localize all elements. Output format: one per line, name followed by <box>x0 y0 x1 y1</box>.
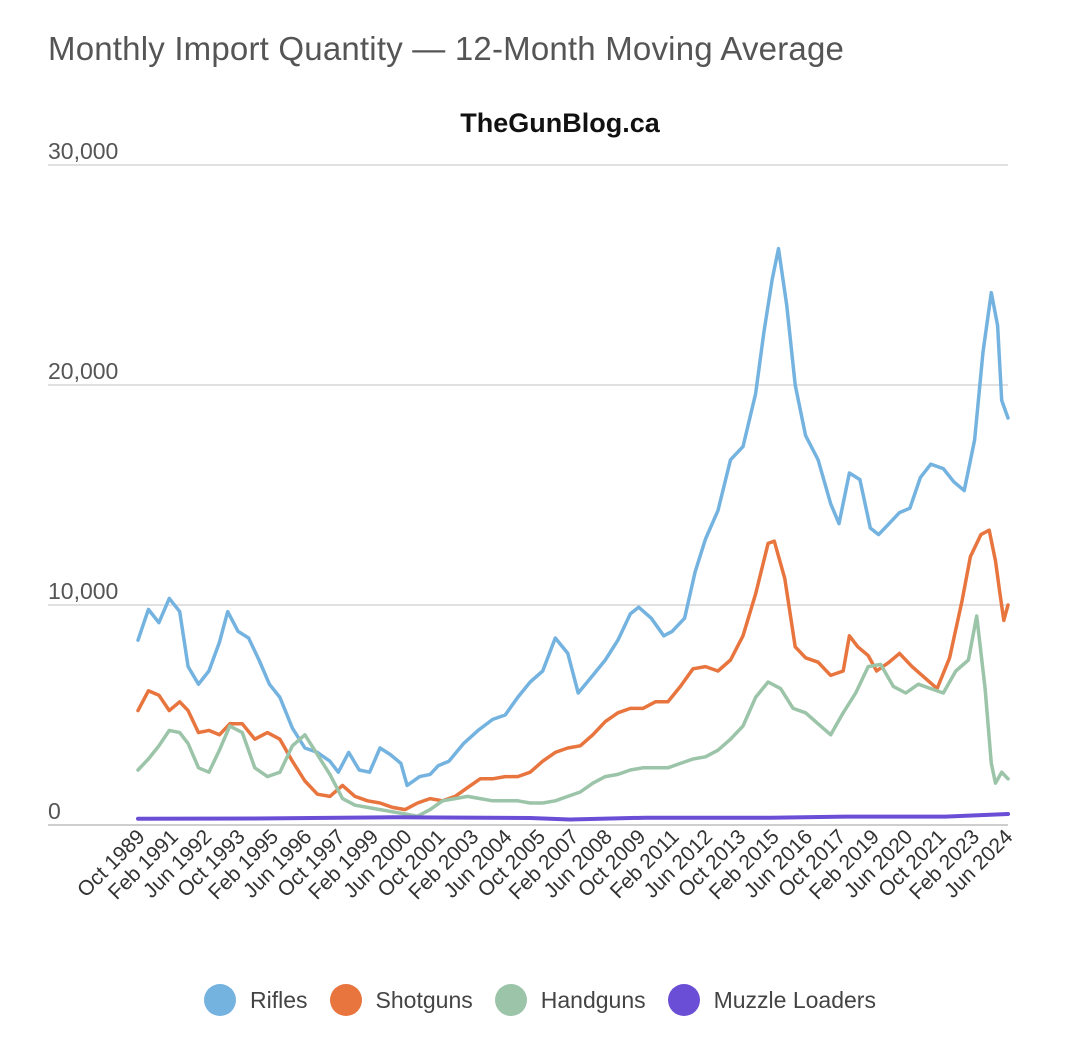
series-line-shotguns <box>136 528 1010 812</box>
legend-swatch-rifles <box>204 984 237 1016</box>
legend-label-handguns: Handguns <box>540 986 646 1013</box>
legend-item-muzzle-loaders[interactable]: Muzzle Loaders <box>667 984 876 1016</box>
grid-layer <box>48 164 1008 826</box>
y-tick-label: 0 <box>48 798 61 824</box>
legend-swatch-muzzle-loaders <box>667 984 700 1016</box>
legend-swatch-shotguns <box>329 984 362 1016</box>
legend: Rifles Shotguns Handguns Muzzle Loaders <box>0 984 1080 1016</box>
series-line-rifles <box>136 246 1010 788</box>
series-line-muzzle-loaders <box>136 812 1010 822</box>
legend-label-rifles: Rifles <box>250 986 308 1013</box>
legend-item-rifles[interactable]: Rifles <box>204 984 308 1016</box>
y-axis-ticks: 0 10,000 20,000 30,000 <box>48 138 118 824</box>
series-line-handguns <box>136 614 1010 818</box>
legend-swatch-handguns <box>494 984 527 1016</box>
series-layer <box>136 246 1010 822</box>
legend-label-muzzle-loaders: Muzzle Loaders <box>713 986 876 1013</box>
chart-subtitle: TheGunBlog.ca <box>460 108 660 138</box>
y-tick-label: 30,000 <box>48 138 118 164</box>
y-tick-label: 20,000 <box>48 358 118 384</box>
legend-label-shotguns: Shotguns <box>375 986 473 1013</box>
chart-title: Monthly Import Quantity — 12-Month Movin… <box>48 30 845 67</box>
y-tick-label: 10,000 <box>48 578 118 604</box>
legend-item-shotguns[interactable]: Shotguns <box>329 984 473 1016</box>
legend-item-handguns[interactable]: Handguns <box>494 984 646 1016</box>
